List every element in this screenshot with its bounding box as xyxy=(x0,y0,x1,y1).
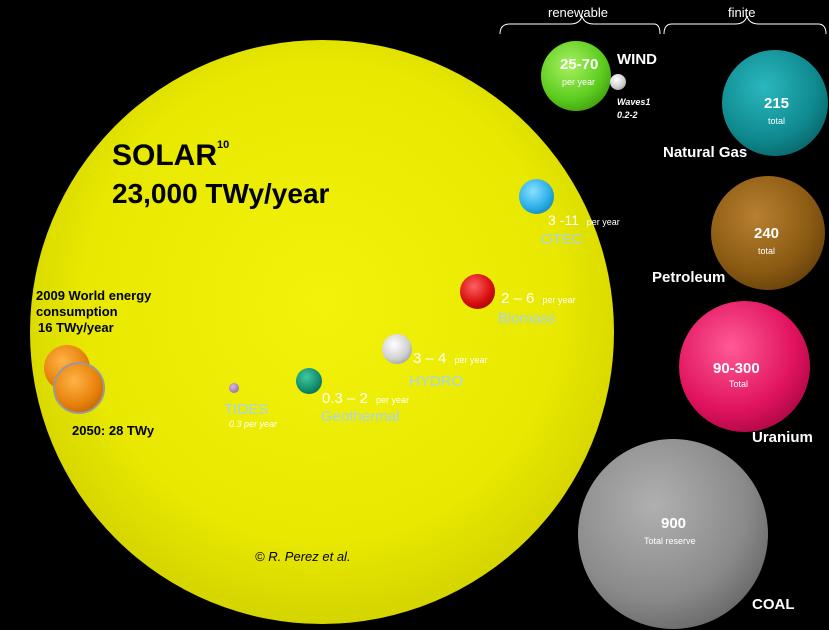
petroleum-sphere xyxy=(711,176,825,290)
geothermal-value: 0.3 – 2 xyxy=(322,390,368,407)
uranium-sphere xyxy=(679,301,810,432)
waves-value: 0.2-2 xyxy=(617,110,638,120)
otec-unit: per year xyxy=(586,217,620,227)
biomass-unit: per year xyxy=(542,295,576,305)
hydro-unit: per year xyxy=(454,355,488,365)
wind-sphere xyxy=(541,41,611,111)
biomass-name: Biomass xyxy=(498,310,556,327)
hydro-value: 3 – 4 xyxy=(413,350,447,367)
wind-value: 25-70 xyxy=(560,56,599,73)
world-energy-2050-label: 2050: 28 TWy xyxy=(72,423,155,438)
tides-value: 0.3 per year xyxy=(229,419,278,429)
petroleum-name: Petroleum xyxy=(652,269,726,286)
waves-name: Waves1 xyxy=(617,97,651,107)
renewable-brace xyxy=(499,15,661,35)
wind-unit: per year xyxy=(562,77,596,87)
coal-value: 900 xyxy=(661,515,687,532)
geothermal-name: Geothermal xyxy=(321,408,400,425)
geothermal-value-row: 0.3 – 2 per year xyxy=(322,391,409,406)
hydro-name: HYDRO xyxy=(409,373,464,390)
geothermal-sphere xyxy=(296,368,322,394)
credit-label: © R. Perez et al. xyxy=(255,549,351,564)
solar-value: 23,000 TWy/year xyxy=(112,178,330,209)
natural-gas-name: Natural Gas xyxy=(663,144,748,161)
biomass-value: 2 – 6 xyxy=(501,290,535,307)
natural-gas-value: 215 xyxy=(764,95,790,112)
wind-name: WIND xyxy=(617,51,657,68)
hydro-sphere xyxy=(382,334,412,364)
finite-header: finite xyxy=(728,5,756,20)
coal-name: COAL xyxy=(752,596,795,613)
uranium-unit: Total xyxy=(729,379,749,389)
petroleum-unit: total xyxy=(758,246,776,256)
hydro-value-row: 3 – 4 per year xyxy=(413,351,488,366)
world-energy-label-line3: 16 TWy/year xyxy=(38,320,114,335)
otec-name: OTEC xyxy=(541,231,583,248)
tides-sphere xyxy=(229,383,239,393)
coal-unit: Total reserve xyxy=(644,536,696,546)
category-braces xyxy=(499,15,827,35)
finite-brace xyxy=(663,15,827,35)
geothermal-unit: per year xyxy=(376,395,410,405)
waves-sphere xyxy=(610,74,626,90)
tides-name: TIDES xyxy=(224,401,269,418)
world-energy-label-line1: 2009 World energy xyxy=(36,288,152,303)
natural-gas-sphere xyxy=(722,50,828,156)
uranium-value: 90-300 xyxy=(713,360,760,377)
solar-title: SOLAR10 xyxy=(112,139,230,172)
otec-sphere xyxy=(519,179,554,214)
world-energy-label-line2: consumption xyxy=(36,304,118,319)
world-energy-2050-sphere xyxy=(53,362,105,414)
otec-value: 3 -11 xyxy=(548,212,579,228)
biomass-sphere xyxy=(460,274,495,309)
otec-value-row: 3 -11 per year xyxy=(548,213,620,227)
solar-sphere xyxy=(30,40,614,624)
biomass-value-row: 2 – 6 per year xyxy=(501,291,576,306)
uranium-name: Uranium xyxy=(752,429,813,446)
solar-name: SOLAR xyxy=(112,139,217,172)
petroleum-value: 240 xyxy=(754,225,780,242)
coal-sphere xyxy=(578,439,768,629)
natural-gas-unit: total xyxy=(768,116,786,126)
solar-superscript: 10 xyxy=(217,139,230,151)
renewable-header: renewable xyxy=(548,5,608,20)
